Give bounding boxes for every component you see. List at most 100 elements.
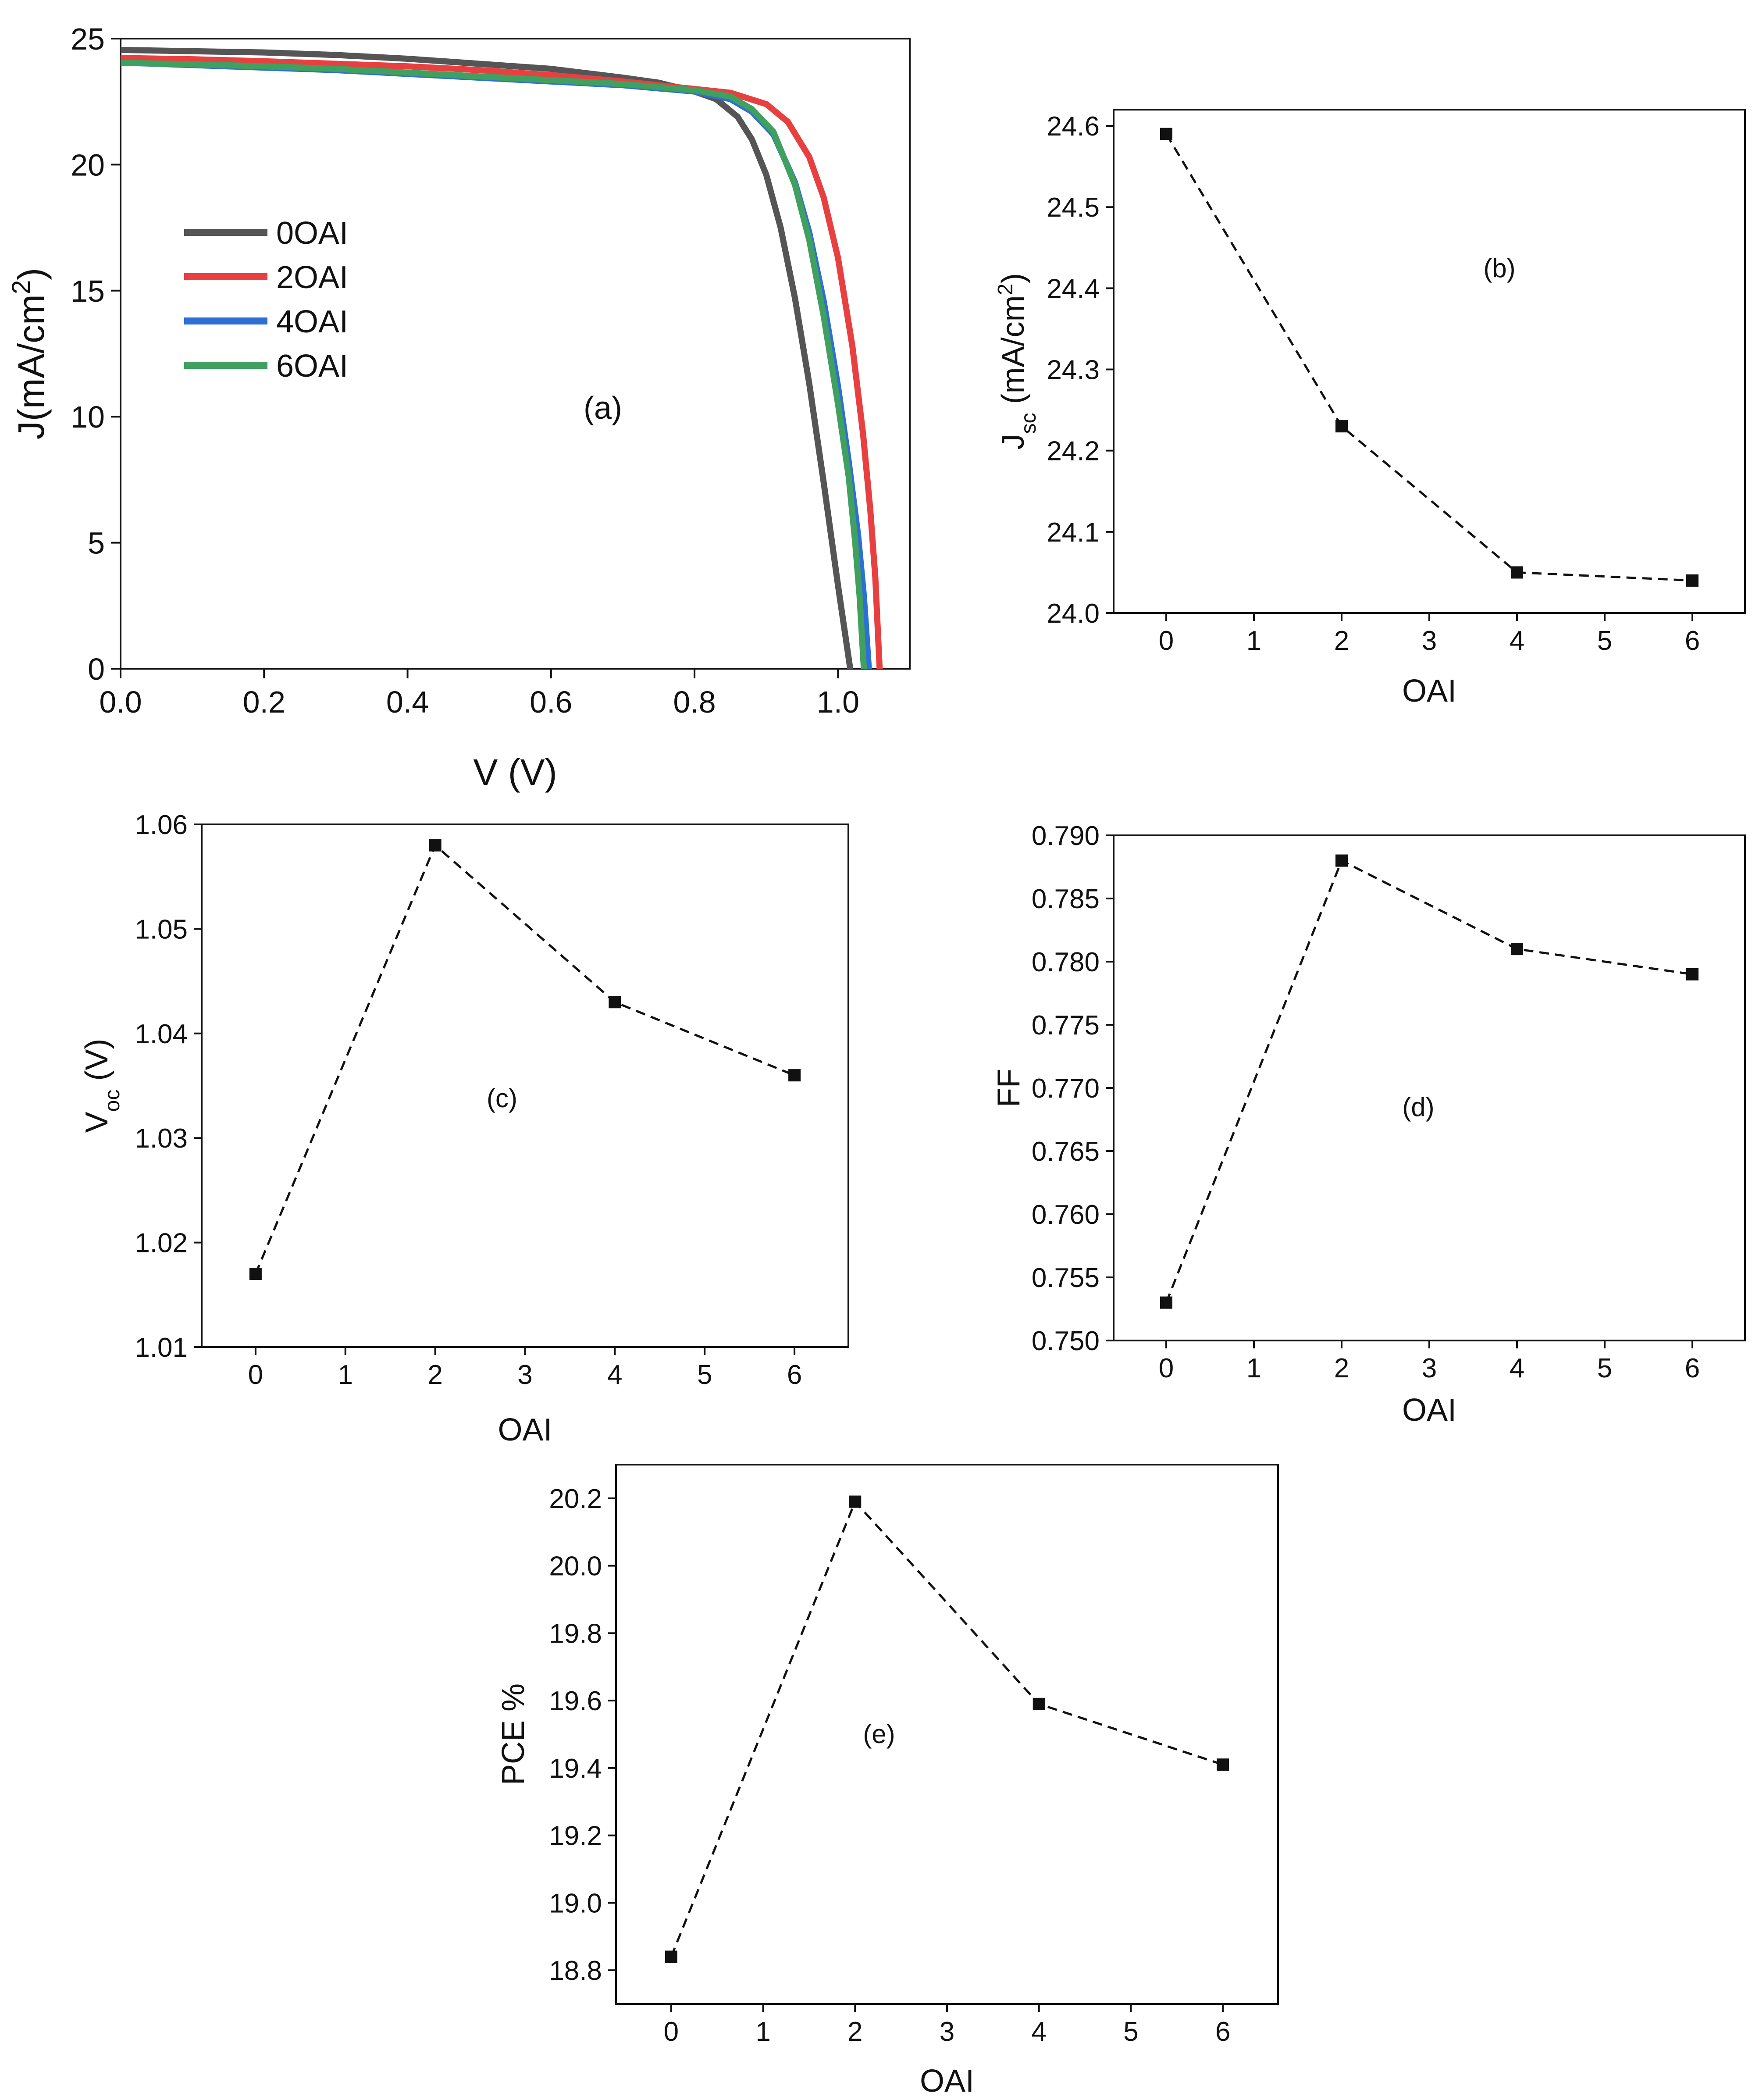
y-axis-title-text: (V): [79, 1039, 114, 1090]
x-tick-label: 1.0: [817, 685, 859, 719]
x-tick-label: 4: [1510, 1353, 1524, 1383]
y-tick-label: 0.750: [1032, 1326, 1100, 1356]
y-axis-title-text: J(mA/cm: [11, 294, 52, 439]
panel-label: (c): [487, 1084, 517, 1113]
x-axis-title: V (V): [473, 752, 557, 793]
y-tick-label: 24.3: [1047, 355, 1100, 385]
series-line-2OAI: [121, 55, 883, 669]
series-line-Voc: [254, 843, 795, 1275]
y-tick-label: 0.785: [1032, 884, 1100, 914]
data-point: [665, 1950, 677, 1963]
data-point: [1511, 566, 1523, 579]
x-tick-label: 0.8: [673, 685, 716, 719]
plot-frame: [615, 1464, 1279, 2005]
y-tick-label: 15: [71, 274, 105, 308]
x-axis-title: OAI: [498, 1412, 552, 1448]
y-tick-label: 19.0: [549, 1888, 602, 1918]
x-tick-label: 1: [1246, 626, 1261, 656]
x-tick-label: 0: [1159, 1353, 1174, 1383]
y-axis-title-text: ): [11, 268, 52, 280]
chart-panel-a: 0.0 0.2 0.4 0.6 0.8 1.0 0 5 10 15 20 25 V (V) J(mA/cm…: [7, 22, 911, 793]
x-tick-label: 0: [1159, 626, 1174, 656]
y-tick-label: 0.760: [1032, 1200, 1100, 1230]
y-tick-label: 20.0: [549, 1551, 602, 1582]
plot-frame: [120, 38, 911, 670]
x-axis-title: OAI: [920, 2064, 974, 2099]
x-tick-label: 4: [607, 1360, 622, 1390]
y-axis-title: FF: [991, 1069, 1026, 1107]
x-tick-label: 3: [940, 2017, 954, 2047]
y-tick-label: 0.770: [1032, 1073, 1100, 1104]
series-line-FF: [1165, 859, 1693, 1303]
y-tick-label: 0.775: [1032, 1010, 1100, 1041]
x-tick-label: 3: [1422, 626, 1437, 656]
x-tick-label: 1: [1246, 1353, 1261, 1383]
x-tick-label: 6: [1215, 2017, 1230, 2047]
series-line-PCE: [670, 1499, 1223, 1957]
y-axis-title: Jsc (mA/cm2): [994, 273, 1040, 450]
y-tick-label: 1.06: [135, 810, 188, 840]
y-axis-title-text: ): [996, 273, 1031, 284]
data-point: [1686, 574, 1698, 587]
y-tick-label: 24.2: [1047, 436, 1100, 467]
x-tick-label: 5: [697, 1360, 712, 1390]
y-tick-label: 0.790: [1032, 821, 1100, 851]
y-tick-label: 24.0: [1047, 599, 1100, 629]
data-point: [1686, 968, 1698, 980]
y-tick-label: 0.765: [1032, 1137, 1100, 1167]
x-axis-title: OAI: [1402, 1393, 1456, 1428]
x-tick-label: 0: [248, 1360, 263, 1390]
y-tick-label: 1.01: [135, 1333, 188, 1363]
x-tick-label: 5: [1597, 626, 1612, 656]
x-tick-label: 4: [1031, 2017, 1046, 2047]
y-axis-title: Voc (V): [79, 1039, 124, 1133]
legend-label-0OAI: 0OAI: [276, 216, 348, 251]
x-tick-label: 2: [427, 1360, 442, 1390]
series-line-6OAI: [121, 60, 867, 669]
plot-frame: [1113, 834, 1746, 1341]
y-tick-label: 20: [71, 148, 105, 182]
data-point: [1160, 1296, 1172, 1309]
plot-frame: [1113, 109, 1746, 614]
y-tick-label: 24.6: [1047, 111, 1100, 142]
plot-frame: [201, 824, 849, 1348]
chart-panel-e: 0 1 2 3 4 5 6 18.8 19.0 19.2 19.4 19.6 19.8 20.0 20.2 O…: [496, 1464, 1279, 2099]
data-point: [788, 1069, 801, 1082]
y-tick-label: 10: [71, 400, 105, 434]
x-tick-label: 2: [1334, 1353, 1349, 1383]
data-point: [249, 1268, 262, 1280]
x-tick-label: 6: [787, 1360, 802, 1390]
y-tick-label: 24.5: [1047, 193, 1100, 223]
data-point: [1217, 1758, 1229, 1771]
x-tick-label: 2: [847, 2017, 862, 2047]
y-axis-title: PCE %: [496, 1683, 531, 1785]
y-tick-label: 24.1: [1047, 517, 1100, 548]
y-axis-title-subscript: sc: [1017, 413, 1040, 434]
data-point: [1335, 420, 1348, 433]
data-point: [609, 996, 621, 1009]
y-tick-label: 24.4: [1047, 274, 1100, 304]
x-tick-label: 1: [755, 2017, 770, 2047]
y-axis-title-superscript: 2: [7, 280, 36, 294]
y-tick-label: 18.8: [549, 1956, 602, 1986]
chart-panel-c: 0 1 2 3 4 5 6 1.01 1.02 1.03 1.04 1.05 1.06 OAI Voc (V…: [79, 810, 849, 1448]
y-tick-label: 0: [88, 652, 105, 686]
y-tick-label: 19.8: [549, 1619, 602, 1649]
y-axis-title-text: V: [79, 1112, 114, 1133]
panel-label: (d): [1402, 1092, 1434, 1122]
panel-label: (b): [1483, 253, 1515, 283]
chart-panel-d: 0 1 2 3 4 5 6 0.750 0.755 0.760 0.765 0.770 0.775 0.7…: [991, 821, 1746, 1428]
legend-label-6OAI: 6OAI: [276, 349, 348, 384]
panel-label: (a): [584, 391, 622, 426]
x-tick-label: 3: [517, 1360, 532, 1390]
y-axis-title-text: PCE %: [496, 1683, 531, 1785]
y-axis-title: J(mA/cm2): [7, 268, 52, 440]
data-point: [849, 1495, 862, 1508]
y-axis-title-text: J: [996, 434, 1031, 449]
y-tick-label: 1.02: [135, 1228, 188, 1259]
data-point: [1335, 854, 1348, 867]
y-tick-label: 19.4: [549, 1754, 602, 1784]
y-tick-label: 1.04: [135, 1019, 188, 1049]
y-axis-title-text: (mA/cm: [996, 295, 1031, 413]
